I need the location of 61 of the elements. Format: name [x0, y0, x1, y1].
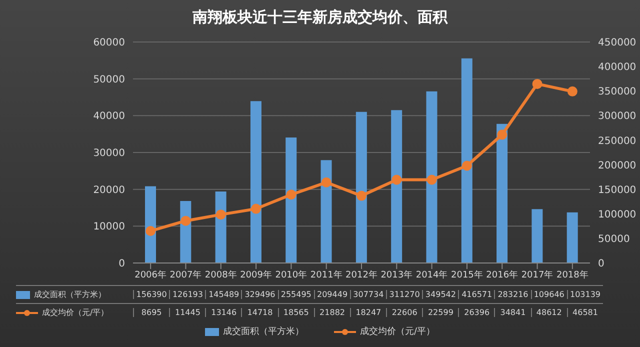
- x-tick-label: 2011年: [310, 269, 342, 280]
- y2-tick-label: 450000: [598, 38, 636, 49]
- data-label: 18565: [278, 308, 314, 317]
- y2-tick-label: 200000: [598, 160, 636, 172]
- data-label: 311270: [386, 290, 422, 299]
- data-label: 8695: [133, 308, 170, 317]
- legend-label: 成交面积（平方米）: [33, 289, 107, 300]
- x-tick-label: 2017年: [521, 269, 554, 280]
- y2-tick-label: 50000: [598, 234, 630, 245]
- data-label: 21882: [314, 308, 350, 317]
- data-label: 22606: [386, 308, 422, 317]
- y-tick-label: 10000: [93, 222, 125, 233]
- data-label: 349542: [422, 290, 458, 299]
- data-label: 283216: [494, 290, 531, 299]
- data-label: 22599: [422, 308, 458, 317]
- y-tick-label: 40000: [93, 111, 125, 122]
- y2-tick-label: 100000: [598, 209, 636, 220]
- x-tick-label: 2018年: [556, 269, 588, 280]
- x-tick-label: 2012年: [346, 269, 378, 280]
- data-label: 13146: [205, 308, 242, 317]
- data-label: 48612: [530, 308, 567, 317]
- y-tick-label: 20000: [93, 184, 125, 196]
- x-tick-label: 2007年: [170, 269, 202, 280]
- chart-title: 南翔板块近十三年新房成交均价、面积: [192, 8, 449, 27]
- data-label: 103139: [566, 290, 603, 299]
- y2-tick-label: 150000: [598, 184, 636, 196]
- x-tick-label: 2013年: [380, 269, 413, 280]
- data-label: 255495: [278, 290, 314, 299]
- data-label: 209449: [314, 290, 350, 299]
- data-label: 18247: [350, 308, 386, 317]
- x-tick-label: 2009年: [240, 269, 272, 280]
- data-label: 416571: [458, 290, 494, 299]
- data-label: 26396: [458, 308, 494, 317]
- y2-tick-label: 350000: [598, 86, 636, 98]
- x-tick-label: 2016年: [486, 269, 518, 280]
- y2-tick-label: 0: [598, 258, 604, 270]
- data-label: 307734: [350, 290, 386, 299]
- data-label: 14718: [241, 308, 278, 317]
- y2-tick-label: 250000: [598, 136, 636, 147]
- data-label: 46581: [566, 308, 603, 317]
- x-tick-label: 2006年: [134, 269, 167, 280]
- text: 成交均价（元/平）: [360, 327, 436, 337]
- data-label: 34841: [494, 308, 531, 317]
- data-label: 145489: [205, 290, 242, 299]
- y2-tick-label: 300000: [598, 111, 636, 122]
- data-label: 126193: [169, 290, 206, 299]
- y-tick-label: 50000: [93, 74, 125, 86]
- x-tick-label: 2015年: [451, 269, 483, 280]
- data-label: 156390: [133, 290, 170, 299]
- data-label: 329496: [241, 290, 278, 299]
- x-tick-label: 2010年: [275, 269, 308, 280]
- y-tick-label: 30000: [93, 148, 125, 160]
- y2-tick-label: 400000: [598, 62, 636, 74]
- data-label: 11445: [169, 308, 206, 317]
- x-tick-label: 2008年: [204, 269, 237, 280]
- legend-label: 成交均价（元/平）: [41, 307, 110, 318]
- x-tick-label: 2014年: [416, 269, 448, 280]
- text: 成交面积（平方米）: [222, 327, 304, 337]
- data-label: 109646: [530, 290, 567, 299]
- y-tick-label: 60000: [93, 38, 125, 49]
- y-tick-label: 0: [118, 258, 125, 270]
